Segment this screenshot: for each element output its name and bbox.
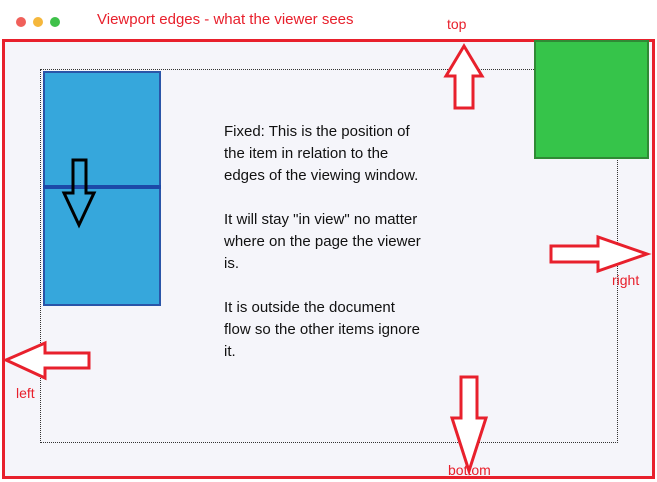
minimize-window-icon[interactable] (33, 17, 43, 27)
bottom-label: bottom (448, 462, 491, 478)
right-label: right (612, 272, 640, 288)
description-paragraph: It is outside the document flow so the o… (224, 299, 420, 360)
diagram-title: Viewport edges - what the viewer sees (97, 11, 354, 28)
window-titlebar: Viewport edges - what the viewer sees (0, 0, 657, 38)
close-window-icon[interactable] (16, 17, 26, 27)
fixed-element (534, 40, 649, 159)
description-text: Fixed: This is the position of the item … (224, 121, 424, 385)
left-label: left (16, 385, 35, 401)
static-block-divider (43, 185, 161, 189)
top-label: top (447, 16, 467, 32)
right-arrow-icon (549, 234, 652, 274)
maximize-window-icon[interactable] (50, 17, 60, 27)
down-arrow-icon (61, 158, 97, 229)
description-paragraph: Fixed: This is the position of the item … (224, 123, 419, 184)
down-arrow-icon (449, 375, 489, 476)
left-arrow-icon (2, 340, 91, 381)
description-paragraph: It will stay "in view" no matter where o… (224, 211, 421, 272)
up-arrow-icon (443, 43, 485, 110)
